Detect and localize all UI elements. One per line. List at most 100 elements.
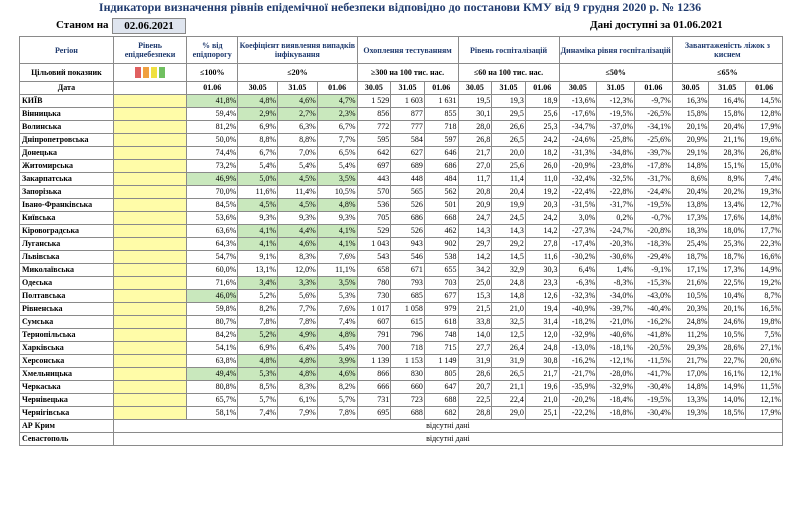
dyn-value: -20,2% bbox=[558, 393, 598, 407]
dyn-value: -18,3% bbox=[633, 237, 673, 251]
pct-threshold-value: 49,4% bbox=[186, 367, 239, 381]
test-value: 697 bbox=[356, 159, 392, 173]
table-row: Черкаська 80,8% 8,5% 8,3% 8,2% 666 660 647 20,7 2… bbox=[19, 380, 783, 394]
test-value: 718 bbox=[390, 341, 425, 355]
test-value: 538 bbox=[423, 250, 459, 264]
dyn-value: -13,6% bbox=[558, 94, 598, 108]
danger-level-cell bbox=[112, 263, 188, 277]
test-value: 856 bbox=[356, 107, 392, 121]
table-row: КИЇВ 41,8% 4,8% 4,6% 4,7% 1 529 1 603 1 631 19,5… bbox=[19, 94, 783, 108]
date-test-0: 30.05 bbox=[356, 81, 392, 95]
oxy-value: 19,3% bbox=[671, 406, 710, 420]
dyn-value: -22,2% bbox=[558, 406, 598, 420]
test-value: 462 bbox=[423, 224, 459, 238]
det-value: 6,7% bbox=[316, 120, 358, 134]
danger-level-cell bbox=[112, 341, 188, 355]
test-value: 805 bbox=[423, 367, 459, 381]
hosp-value: 33,8 bbox=[457, 315, 493, 329]
hosp-value: 11,0 bbox=[524, 172, 560, 186]
oxy-value: 19,8% bbox=[745, 315, 783, 329]
region-name: Вінницька bbox=[19, 107, 114, 121]
oxy-value: 8,9% bbox=[708, 172, 747, 186]
dyn-value: -6,3% bbox=[558, 276, 598, 290]
table-row: Кіровоградська 63,6% 4,1% 4,4% 4,1% 529 526 462… bbox=[19, 224, 783, 238]
target-label: Цільовий показник bbox=[19, 63, 114, 82]
hosp-value: 20,7 bbox=[457, 380, 493, 394]
pct-threshold-value: 71,6% bbox=[186, 276, 239, 290]
date-det-1: 31.05 bbox=[277, 81, 318, 95]
dyn-value: -24,6% bbox=[558, 133, 598, 147]
det-value: 4,6% bbox=[316, 367, 358, 381]
header-hospital-dynamics: Динаміка рівня госпіталізацій bbox=[558, 36, 673, 64]
table-row: Херсонська 63,8% 4,8% 4,8% 3,9% 1 139 1 153 1 1… bbox=[19, 354, 783, 368]
oxy-value: 16,5% bbox=[745, 302, 783, 316]
det-value: 4,5% bbox=[277, 172, 318, 186]
test-value: 543 bbox=[356, 250, 392, 264]
dyn-value: -32,3% bbox=[558, 289, 598, 303]
hosp-value: 29,7 bbox=[457, 237, 493, 251]
region-name: Волинська bbox=[19, 120, 114, 134]
det-value: 11,6% bbox=[237, 185, 278, 199]
region-name: КИЇВ bbox=[19, 94, 114, 108]
hosp-value: 21,0 bbox=[491, 302, 526, 316]
hosp-value: 24,2 bbox=[524, 133, 560, 147]
region-name: Севастополь bbox=[19, 432, 114, 446]
det-value: 4,8% bbox=[316, 198, 358, 212]
test-value: 695 bbox=[356, 406, 392, 420]
det-value: 4,5% bbox=[277, 198, 318, 212]
oxy-value: 10,4% bbox=[708, 289, 747, 303]
oxy-value: 14,8% bbox=[745, 211, 783, 225]
det-value: 7,0% bbox=[277, 146, 318, 160]
pct-threshold-value: 81,2% bbox=[186, 120, 239, 134]
test-value: 877 bbox=[390, 107, 425, 121]
test-value: 1 139 bbox=[356, 354, 392, 368]
region-name: Запорізька bbox=[19, 185, 114, 199]
det-value: 4,8% bbox=[277, 354, 318, 368]
date-test-2: 01.06 bbox=[423, 81, 459, 95]
oxy-value: 19,6% bbox=[745, 133, 783, 147]
det-value: 3,5% bbox=[316, 276, 358, 290]
oxy-value: 12,1% bbox=[745, 393, 783, 407]
oxy-value: 24,8% bbox=[671, 315, 710, 329]
oxy-value: 21,6% bbox=[671, 276, 710, 290]
pct-threshold-value: 80,7% bbox=[186, 315, 239, 329]
table-row: Полтавська 46,0% 5,2% 5,6% 5,3% 730 685 677 15,3… bbox=[19, 289, 783, 303]
oxy-value: 14,0% bbox=[708, 393, 747, 407]
dyn-value: -31,3% bbox=[558, 146, 598, 160]
dyn-value: -22,8% bbox=[596, 185, 635, 199]
det-value: 8,5% bbox=[237, 380, 278, 394]
det-value: 4,6% bbox=[277, 94, 318, 108]
dyn-value: -31,5% bbox=[558, 198, 598, 212]
oxy-value: 20,3% bbox=[671, 302, 710, 316]
subheader: Станом на 02.06.2021 Дані доступні за 01… bbox=[0, 18, 800, 34]
table-row: Харківська 54,1% 6,9% 6,4% 5,4% 700 718 715 27,7… bbox=[19, 341, 783, 355]
dyn-value: -30,4% bbox=[633, 380, 673, 394]
header-hospital-level: Рівень госпіталізацій bbox=[457, 36, 560, 64]
test-value: 607 bbox=[356, 315, 392, 329]
danger-level-cell bbox=[112, 250, 188, 264]
test-value: 1 043 bbox=[356, 237, 392, 251]
table-row: АР Крим відсутні дані bbox=[19, 419, 784, 433]
date-test-1: 31.05 bbox=[390, 81, 425, 95]
oxy-value: 20,1% bbox=[671, 120, 710, 134]
det-value: 8,3% bbox=[277, 380, 318, 394]
danger-level-cell bbox=[112, 315, 188, 329]
table-row: Одеська 71,6% 3,4% 3,3% 3,5% 780 793 703 25,0 24,… bbox=[19, 276, 783, 290]
hosp-value: 12,5 bbox=[491, 328, 526, 342]
det-value: 7,7% bbox=[316, 133, 358, 147]
header-pct-threshold: % від епідпорогу bbox=[186, 36, 239, 64]
det-value: 7,6% bbox=[316, 250, 358, 264]
pct-threshold-value: 84,5% bbox=[186, 198, 239, 212]
det-value: 3,5% bbox=[316, 172, 358, 186]
dyn-value: -21,0% bbox=[596, 315, 635, 329]
oxy-value: 20,4% bbox=[708, 120, 747, 134]
hosp-value: 19,3 bbox=[491, 94, 526, 108]
hosp-value: 21,7 bbox=[457, 146, 493, 160]
det-value: 7,6% bbox=[316, 302, 358, 316]
table-row: Севастополь відсутні дані bbox=[19, 432, 784, 446]
det-value: 7,8% bbox=[237, 315, 278, 329]
table-row: Вінницька 59,4% 2,9% 2,7% 2,3% 856 877 855 30,1 2… bbox=[19, 107, 783, 121]
dyn-value: -37,0% bbox=[596, 120, 635, 134]
dyn-value: -19,5% bbox=[633, 393, 673, 407]
dyn-value: -16,2% bbox=[558, 354, 598, 368]
